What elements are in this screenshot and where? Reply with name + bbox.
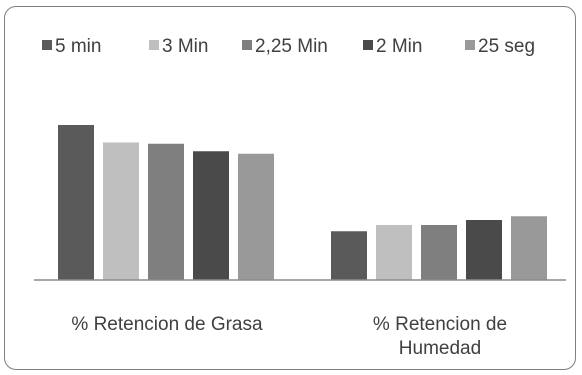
legend-label: 2 Min — [376, 36, 422, 57]
bar-2-25-min-cat1 — [148, 143, 184, 280]
legend-swatch — [149, 40, 159, 50]
legend-label: 2,25 Min — [255, 36, 328, 57]
legend-item: 2,25 Min — [242, 36, 328, 57]
bar-3-min-cat1 — [103, 142, 139, 280]
bar-2-25-min-cat2 — [421, 225, 457, 280]
category-label: Humedad — [399, 338, 481, 359]
bar-5-min-cat1 — [58, 125, 94, 280]
bar-25-seg-cat1 — [238, 153, 274, 280]
category-label: % Retencion de Grasa — [71, 314, 263, 335]
bar-2-min-cat1 — [193, 151, 229, 280]
bar-2-min-cat2 — [466, 220, 502, 280]
category-labels: % Retencion de Grasa % Retencion de Humeda… — [71, 314, 507, 359]
legend-swatch — [465, 40, 475, 50]
chart-frame — [4, 6, 576, 370]
legend-item: 2 Min — [363, 36, 422, 57]
legend-swatch — [242, 40, 252, 50]
legend-swatch — [363, 40, 373, 50]
legend-label: 5 min — [55, 36, 101, 57]
legend-item: 5 min — [42, 36, 101, 57]
legend: 5 min 3 Min 2,25 Min 2 Min 25 seg — [42, 36, 535, 57]
legend-item: 3 Min — [149, 36, 208, 57]
bar-3-min-cat2 — [376, 225, 412, 280]
legend-swatch — [42, 40, 52, 50]
plot-area — [58, 125, 547, 280]
legend-item: 25 seg — [465, 36, 535, 57]
category-label: % Retencion de — [373, 314, 507, 335]
bar-5-min-cat2 — [331, 231, 367, 280]
legend-label: 3 Min — [162, 36, 208, 57]
bar-25-seg-cat2 — [511, 216, 547, 280]
legend-label: 25 seg — [478, 36, 535, 57]
